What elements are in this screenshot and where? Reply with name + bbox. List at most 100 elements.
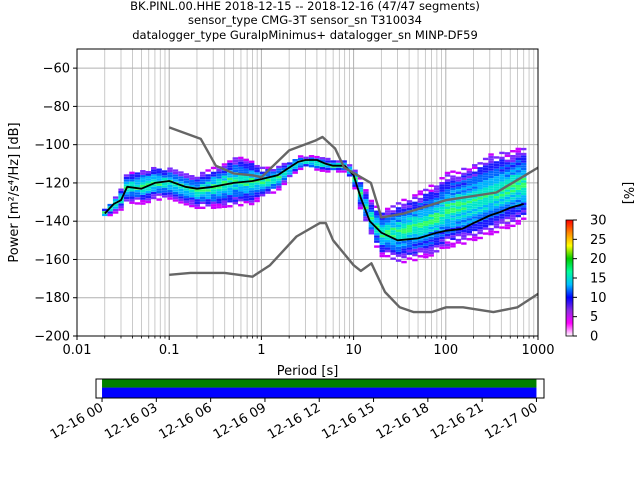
density-cell [238,186,244,189]
density-cell [194,181,200,185]
density-cell [205,189,211,192]
density-cell [227,190,233,193]
density-cell [482,170,489,173]
density-cell [428,229,434,232]
density-cell [374,213,380,216]
density-cell [423,221,429,224]
density-cell [390,245,396,248]
density-cell [510,197,516,200]
density-cell [314,163,320,166]
density-cell [433,222,440,226]
density-cell [466,200,473,204]
density-cell [167,184,173,188]
y-tick-label: −80 [43,100,70,115]
density-cell [107,213,113,217]
density-cell [216,168,222,172]
density-cell [461,229,467,233]
density-cell [472,226,478,229]
density-cell [243,176,249,179]
density-cell [412,251,418,254]
density-cell [477,204,483,207]
density-cell [216,191,222,194]
x-tick-label: 1000 [521,343,554,358]
density-cell [265,166,271,169]
coverage-bar-bottom [102,387,537,398]
density-cell [482,175,489,178]
density-cell [450,202,456,206]
density-cell [390,205,396,208]
density-cell [156,188,162,191]
density-cell [341,167,347,171]
density-cell [477,214,483,217]
density-cell [276,165,282,169]
density-cell [205,201,211,205]
density-cell [423,226,429,229]
density-cell [515,175,521,178]
density-cell [368,207,375,210]
density-cell [455,221,462,224]
density-cell [254,172,260,175]
y-axis-label: Power [m²/s⁴/Hz] [dB] [7,122,22,262]
plot-frame [76,48,539,337]
density-cell [461,219,467,223]
density-cell [417,202,424,206]
density-cell [466,170,473,174]
density-cell [172,191,179,195]
density-cell [428,192,434,195]
density-cell [183,188,190,191]
density-cell [510,209,516,213]
density-cell [156,171,162,174]
density-cell [248,165,255,168]
density-cell [493,168,500,172]
density-cell [423,213,429,217]
density-cell [510,187,516,190]
density-cell [472,198,478,202]
density-cell [439,224,445,227]
density-cell [325,160,331,163]
density-cell [439,216,445,220]
density-cell [510,162,516,165]
density-cell [477,224,483,227]
density-cell [482,177,489,181]
density-cell [482,224,489,228]
density-cell [455,241,462,244]
density-cell [455,213,462,217]
density-cell [477,174,483,178]
density-cell [439,246,445,250]
density-cell [248,177,255,181]
density-cell [493,163,500,167]
density-cell [504,209,511,212]
density-cell [417,217,424,221]
density-cell [423,188,429,192]
density-cell [477,172,483,175]
density-cell [129,179,135,182]
density-cell [379,225,385,228]
density-cell [455,199,462,202]
density-cell [482,157,489,161]
density-cell [151,169,157,172]
density-cell [259,176,266,180]
density-cell [461,180,467,183]
density-cell [183,178,190,181]
density-cell [123,184,130,187]
density-cell [515,212,521,215]
density-cell [238,161,244,165]
density-cell [401,233,407,236]
density-cell [472,233,478,237]
density-cell [428,236,434,240]
density-cell [156,168,162,171]
density-cell [248,170,255,173]
density-cell [423,240,429,244]
density-cell [510,214,516,218]
density-cell [504,201,511,205]
density-cell [210,199,217,202]
density-cell [227,185,233,188]
density-cell [379,242,385,245]
density-cell [238,198,244,202]
density-cell [292,159,298,162]
density-cell [504,221,511,225]
density-cell [238,166,244,170]
density-cell [363,189,369,192]
density-cell [423,198,429,202]
